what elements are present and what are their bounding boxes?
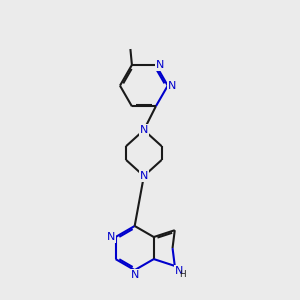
Text: N: N [130,270,139,280]
Text: N: N [175,266,183,276]
Text: N: N [140,125,148,135]
Text: H: H [179,270,186,279]
Text: N: N [140,171,148,181]
Text: N: N [168,81,176,91]
Text: N: N [156,60,164,70]
Text: N: N [107,232,116,242]
